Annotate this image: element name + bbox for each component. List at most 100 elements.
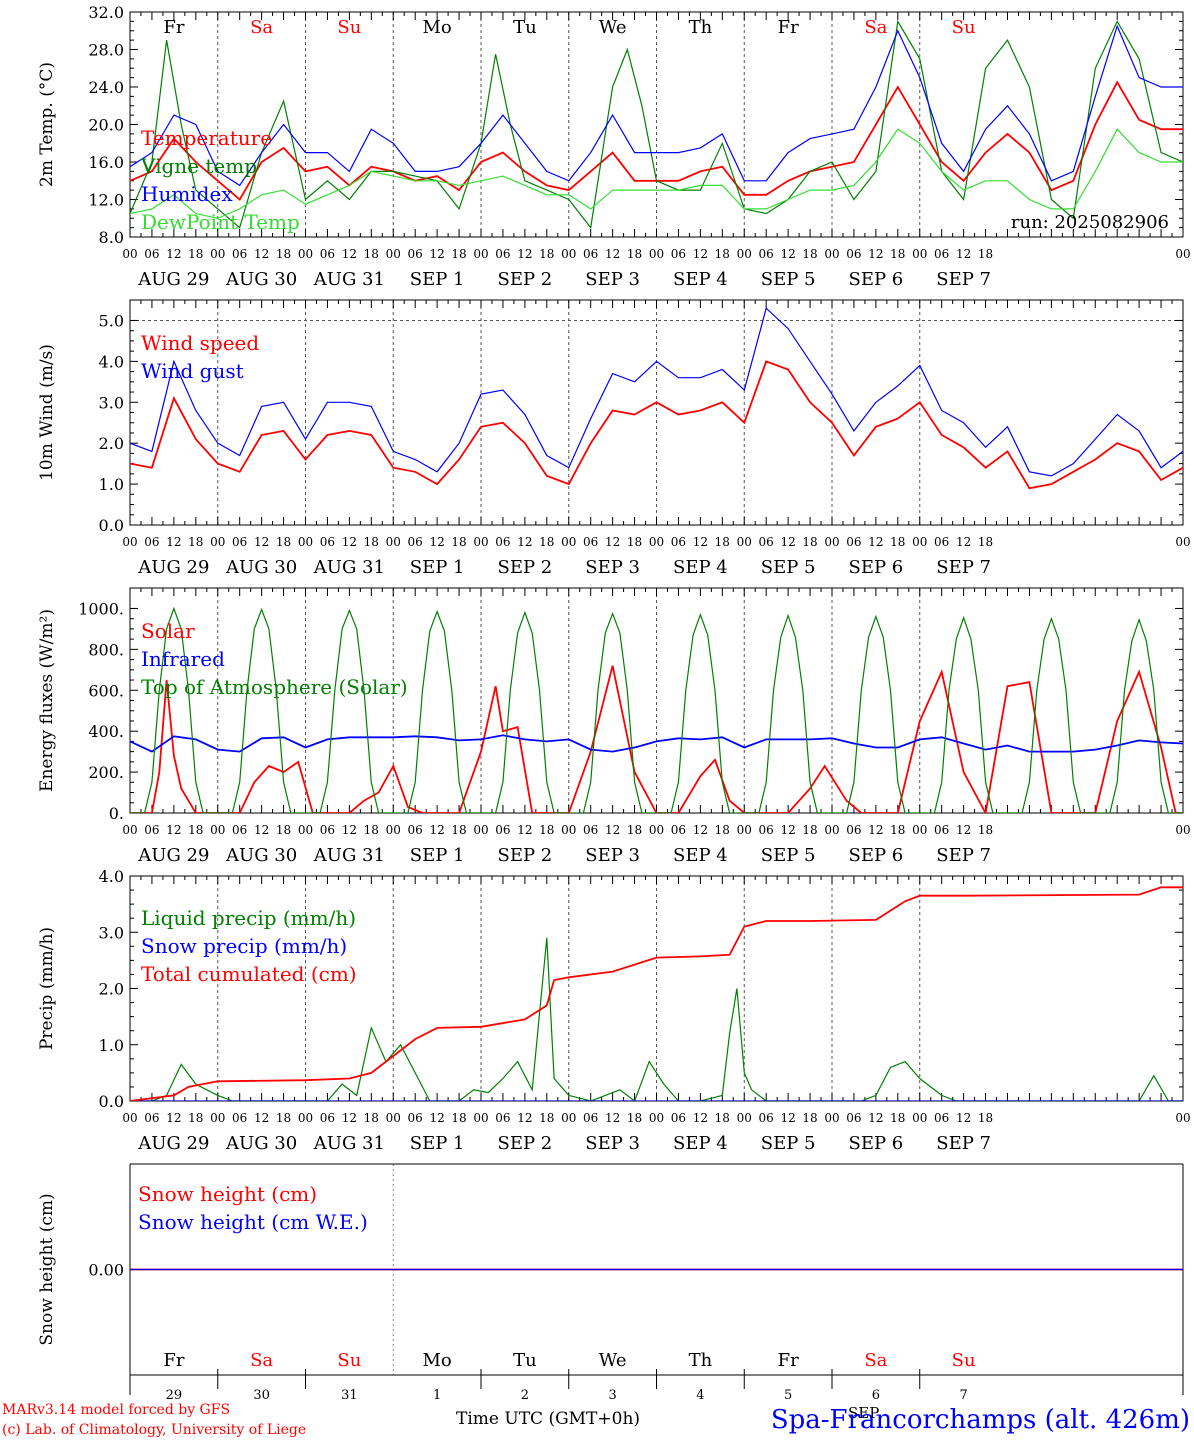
hour-tick-label: 00 (912, 1111, 927, 1125)
hour-tick-label: 00 (912, 535, 927, 549)
hour-tick-label: 12 (780, 535, 795, 549)
y-axis-label: 2m Temp. (°C) (37, 62, 57, 187)
run-label: run: 2025082906 (1011, 212, 1169, 233)
day-number-label: 5 (784, 1388, 792, 1403)
hour-tick-label: 12 (429, 247, 444, 261)
y-tick-label: 0.0 (99, 516, 124, 535)
hour-tick-label: 00 (298, 247, 313, 261)
hour-tick-label: 12 (166, 823, 181, 837)
day-number-label: 3 (608, 1388, 616, 1403)
date-label: SEP 5 (761, 1133, 816, 1154)
date-label: AUG 30 (225, 269, 297, 290)
y-tick-label: 20.0 (88, 116, 124, 135)
y-axis-label: Snow height (cm) (37, 1193, 57, 1345)
hour-tick-label: 12 (517, 535, 532, 549)
series-line-total-cumulated-cm- (130, 886, 1183, 1101)
date-label: SEP 1 (410, 557, 465, 578)
hour-tick-label: 12 (780, 823, 795, 837)
y-tick-label: 1.0 (99, 475, 124, 494)
hour-tick-label: 00 (824, 535, 839, 549)
hour-tick-label: 18 (890, 1111, 905, 1125)
date-label: AUG 31 (313, 845, 385, 866)
legend-entry: Snow height (cm) (138, 1182, 317, 1206)
day-number-label: 1 (433, 1388, 441, 1403)
hour-tick-label: 18 (802, 535, 817, 549)
hour-tick-label: 18 (364, 1111, 379, 1125)
date-label: AUG 29 (137, 557, 209, 578)
series-line-wind-speed (130, 360, 1183, 490)
time-axis-label: Time UTC (GMT+0h) (456, 1409, 640, 1429)
hour-tick-label: 18 (451, 247, 466, 261)
hour-tick-label: 18 (627, 247, 642, 261)
date-label: SEP 3 (585, 845, 640, 866)
legend-entry: DewPoint Temp (141, 210, 300, 234)
hour-tick-label: 00 (561, 247, 576, 261)
weekday-label: Mo (422, 17, 451, 38)
panel-precip: 0.0 1.0 2.0 3.0 4.0 Precip (mm/h) 00 06 12 18 AUG … (37, 867, 1191, 1154)
y-tick-label: 3.0 (99, 393, 124, 412)
series-line-infrared (130, 734, 1183, 753)
hour-tick-label: 12 (780, 247, 795, 261)
panel-snow: 0.00 Snow height (cm) Snow height (cm) Snow… (37, 1163, 1184, 1403)
day-number-label: 29 (166, 1388, 183, 1403)
y-axis-label: 10m Wind (m/s) (37, 344, 57, 481)
date-label: SEP 7 (936, 1133, 991, 1154)
hour-tick-label: 18 (978, 823, 993, 837)
series-line-dewpoint-temp (130, 128, 1183, 219)
date-label: SEP 1 (410, 1133, 465, 1154)
hour-tick-label: 12 (693, 1111, 708, 1125)
hour-tick-label: 18 (188, 247, 203, 261)
hour-tick-label: 06 (934, 823, 949, 837)
panel-temp: 8.0 12.0 16.0 20.0 24.0 28.0 32.0 2m Temp. (°C)… (37, 3, 1191, 290)
hour-tick-label: 06 (320, 1111, 335, 1125)
hour-tick-label: 12 (605, 247, 620, 261)
date-label: SEP 5 (761, 845, 816, 866)
hour-tick-label: 06 (583, 535, 598, 549)
day-number-label: 2 (521, 1388, 529, 1403)
weekday-label: Su (337, 1350, 361, 1371)
hour-tick-label: 00 (386, 247, 401, 261)
hour-tick-label: 00 (1175, 823, 1190, 837)
hour-tick-label: 06 (671, 535, 686, 549)
hour-tick-label: 12 (254, 823, 269, 837)
hour-tick-label: 00 (561, 535, 576, 549)
series-line-liquid-precip-mm-h- (130, 937, 1183, 1101)
date-label: SEP 5 (761, 269, 816, 290)
hour-tick-label: 12 (517, 823, 532, 837)
hour-tick-label: 06 (408, 535, 423, 549)
hour-tick-label: 06 (144, 1111, 159, 1125)
date-label: AUG 31 (313, 1133, 385, 1154)
hour-tick-label: 12 (254, 1111, 269, 1125)
hour-tick-label: 00 (824, 823, 839, 837)
hour-tick-label: 18 (364, 247, 379, 261)
hour-tick-label: 12 (956, 535, 971, 549)
legend-entry: Infrared (141, 647, 225, 671)
series-line-wind-gust (130, 307, 1183, 477)
date-label: AUG 29 (137, 845, 209, 866)
weekday-label: Tu (513, 1350, 537, 1371)
hour-tick-label: 06 (846, 823, 861, 837)
hour-tick-label: 06 (495, 247, 510, 261)
hour-tick-label: 18 (188, 823, 203, 837)
y-tick-label: 8.0 (99, 228, 124, 247)
y-tick-label: 16.0 (88, 153, 124, 172)
hour-tick-label: 12 (956, 247, 971, 261)
hour-tick-label: 18 (188, 535, 203, 549)
hour-tick-label: 12 (254, 535, 269, 549)
hour-tick-label: 18 (627, 1111, 642, 1125)
hour-tick-label: 06 (232, 823, 247, 837)
weekday-label: Fr (778, 17, 799, 38)
hour-tick-label: 06 (495, 823, 510, 837)
date-label: SEP 5 (761, 557, 816, 578)
legend-entry: Wind gust (141, 359, 244, 383)
hour-tick-label: 12 (517, 247, 532, 261)
hour-tick-label: 18 (802, 247, 817, 261)
hour-tick-label: 00 (561, 1111, 576, 1125)
hour-tick-label: 18 (715, 247, 730, 261)
hour-tick-label: 06 (759, 535, 774, 549)
hour-tick-label: 06 (320, 823, 335, 837)
hour-tick-label: 00 (122, 247, 137, 261)
weekday-label: Sa (250, 17, 273, 38)
hour-tick-label: 12 (342, 823, 357, 837)
weekday-label: Sa (250, 1350, 273, 1371)
